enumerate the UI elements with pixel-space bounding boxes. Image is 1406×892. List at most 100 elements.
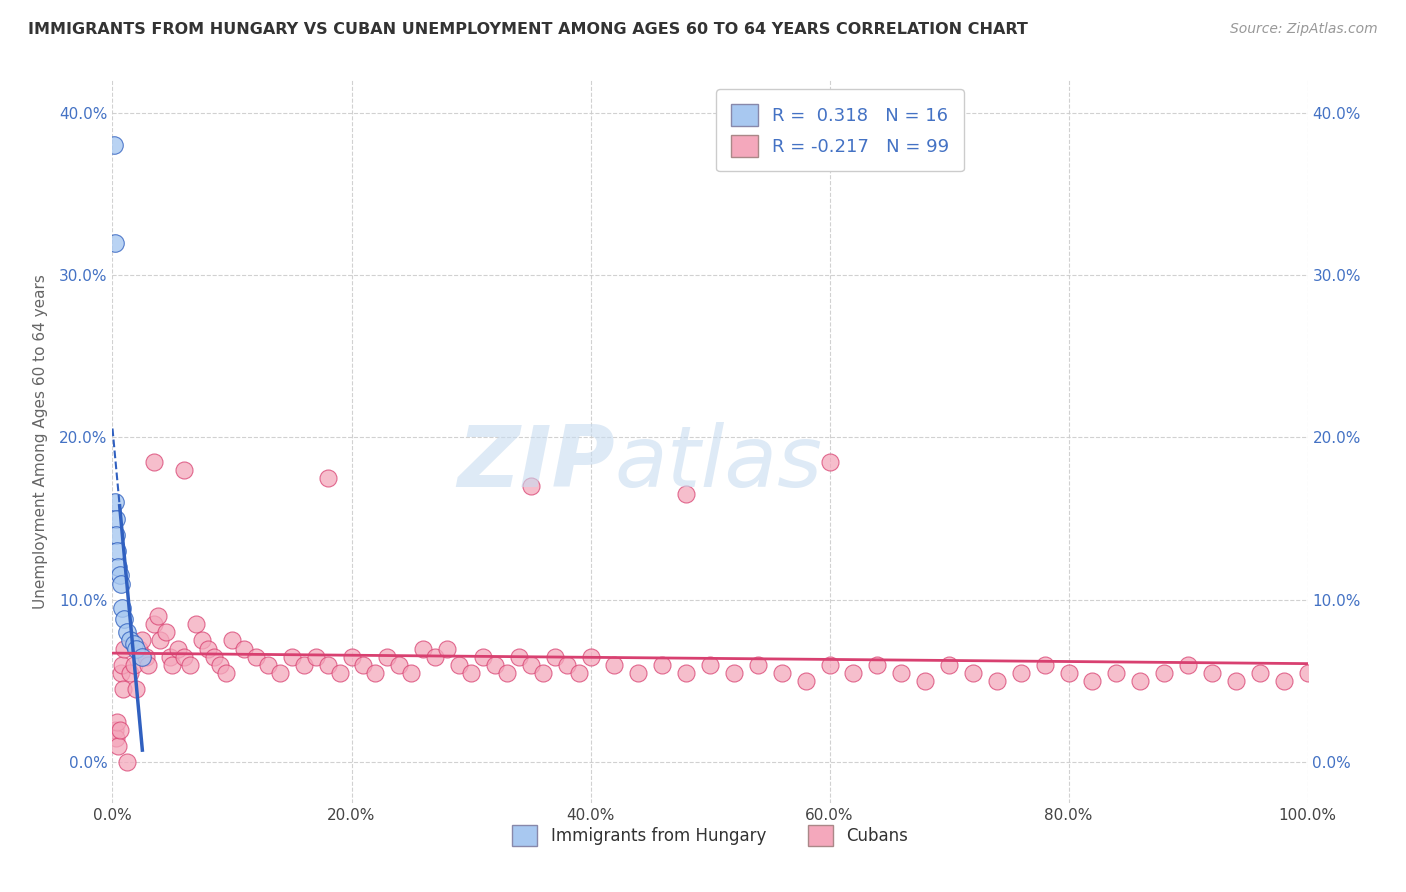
Point: [128, 641, 150, 656]
Point: [603, 657, 626, 672]
Point: [447, 657, 470, 672]
Point: [215, 665, 238, 680]
Point: [104, 495, 127, 509]
Point: [138, 657, 160, 672]
Point: [938, 657, 960, 672]
Point: [114, 641, 135, 656]
Point: [364, 665, 387, 680]
Point: [329, 665, 352, 680]
Point: [269, 665, 291, 680]
Point: [1272, 673, 1295, 688]
Point: [305, 649, 328, 664]
Point: [186, 617, 208, 632]
Point: [747, 657, 769, 672]
Point: [122, 637, 145, 651]
Point: [131, 633, 153, 648]
Point: [292, 657, 315, 672]
Point: [496, 665, 519, 680]
Point: [986, 673, 1008, 688]
Point: [108, 723, 131, 737]
Text: atlas: atlas: [614, 422, 823, 505]
Point: [1033, 657, 1056, 672]
Point: [460, 665, 482, 680]
Point: [159, 649, 181, 664]
Point: [723, 665, 745, 680]
Point: [167, 641, 190, 656]
Legend: Immigrants from Hungary, Cubans: Immigrants from Hungary, Cubans: [506, 819, 914, 852]
Point: [316, 471, 339, 485]
Point: [143, 455, 166, 469]
Point: [179, 657, 201, 672]
Point: [197, 641, 219, 656]
Point: [110, 665, 132, 680]
Text: ZIP: ZIP: [457, 422, 614, 505]
Point: [1010, 665, 1032, 680]
Point: [233, 641, 256, 656]
Point: [173, 649, 195, 664]
Point: [770, 665, 793, 680]
Point: [472, 649, 495, 664]
Point: [105, 731, 128, 745]
Point: [579, 649, 602, 664]
Point: [202, 649, 225, 664]
Point: [818, 455, 841, 469]
Point: [866, 657, 889, 672]
Point: [131, 649, 153, 664]
Point: [675, 487, 697, 501]
Point: [1296, 665, 1319, 680]
Point: [962, 665, 984, 680]
Point: [120, 665, 142, 680]
Point: [555, 657, 578, 672]
Point: [627, 665, 650, 680]
Point: [105, 528, 128, 542]
Point: [508, 649, 530, 664]
Text: IMMIGRANTS FROM HUNGARY VS CUBAN UNEMPLOYMENT AMONG AGES 60 TO 64 YEARS CORRELAT: IMMIGRANTS FROM HUNGARY VS CUBAN UNEMPLO…: [28, 22, 1028, 37]
Point: [108, 568, 131, 582]
Point: [146, 609, 169, 624]
Point: [105, 714, 128, 729]
Point: [568, 665, 591, 680]
Point: [103, 138, 125, 153]
Point: [105, 544, 128, 558]
Point: [135, 649, 157, 664]
Point: [651, 657, 673, 672]
Point: [520, 479, 543, 493]
Point: [794, 673, 817, 688]
Point: [890, 665, 912, 680]
Point: [340, 649, 363, 664]
Point: [104, 235, 127, 250]
Point: [1249, 665, 1271, 680]
Point: [281, 649, 304, 664]
Point: [1153, 665, 1175, 680]
Point: [122, 657, 145, 672]
Point: [818, 657, 841, 672]
Point: [699, 657, 721, 672]
Point: [112, 682, 135, 697]
Point: [914, 673, 936, 688]
Point: [412, 641, 434, 656]
Point: [114, 612, 135, 626]
Point: [143, 617, 166, 632]
Point: [115, 625, 138, 640]
Point: [125, 641, 148, 656]
Point: [401, 665, 423, 680]
Point: [377, 649, 399, 664]
Point: [520, 657, 543, 672]
Point: [162, 657, 183, 672]
Point: [352, 657, 374, 672]
Point: [425, 649, 447, 664]
Point: [110, 576, 132, 591]
Point: [104, 723, 127, 737]
Point: [1105, 665, 1128, 680]
Point: [436, 641, 458, 656]
Point: [531, 665, 554, 680]
Point: [105, 511, 128, 525]
Point: [675, 665, 697, 680]
Text: Source: ZipAtlas.com: Source: ZipAtlas.com: [1230, 22, 1378, 37]
Point: [115, 755, 138, 769]
Y-axis label: Unemployment Among Ages 60 to 64 years: Unemployment Among Ages 60 to 64 years: [32, 274, 48, 609]
Point: [316, 657, 339, 672]
Point: [1201, 665, 1223, 680]
Point: [191, 633, 214, 648]
Point: [107, 560, 129, 574]
